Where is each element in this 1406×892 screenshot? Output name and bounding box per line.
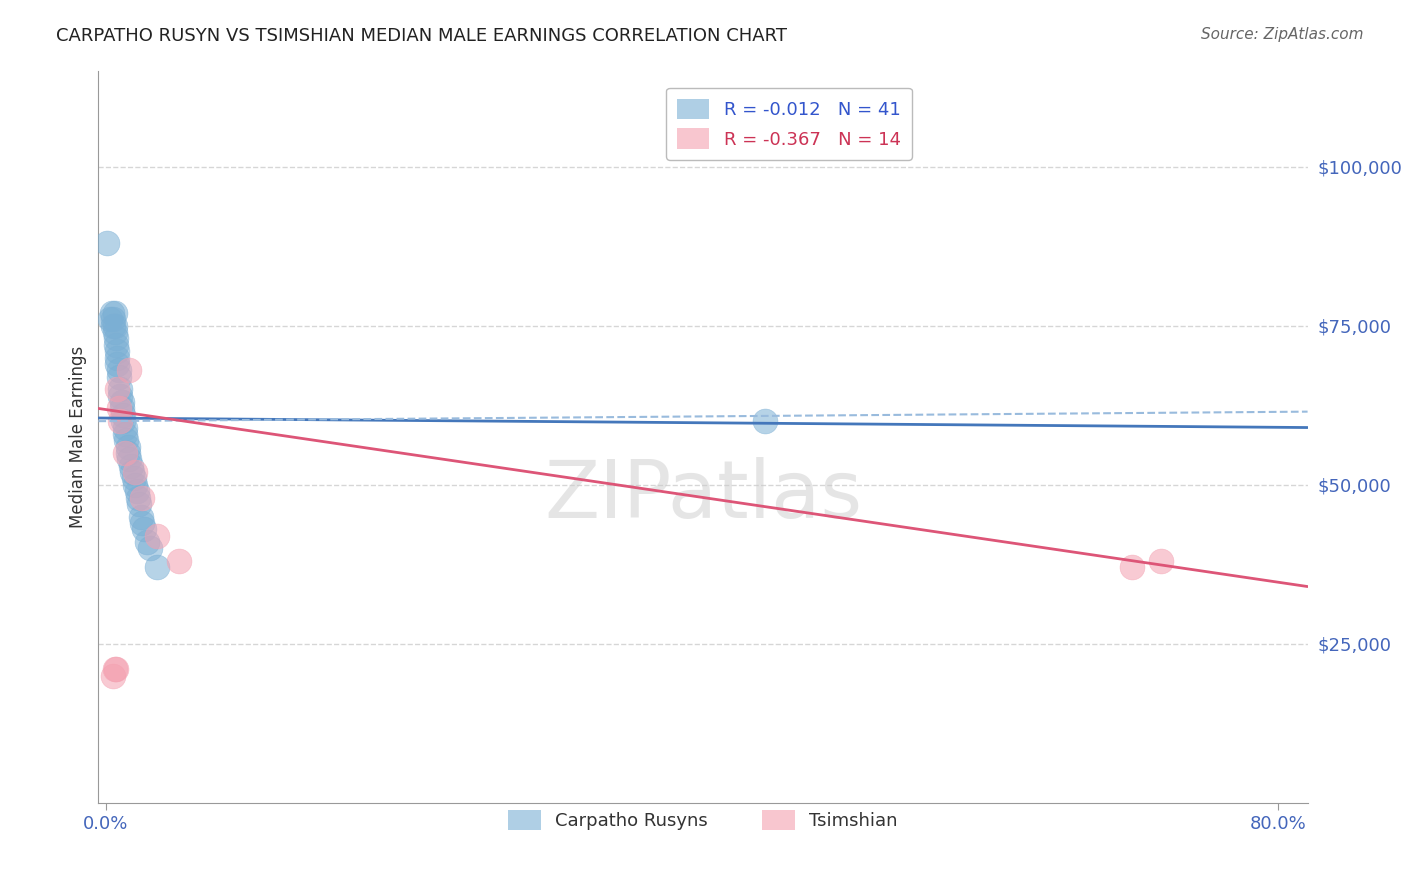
Point <box>107 351 129 365</box>
Point <box>112 414 135 428</box>
Point <box>146 560 169 574</box>
Point <box>1121 560 1143 574</box>
Point <box>120 458 142 473</box>
Point <box>754 414 776 428</box>
Point <box>115 434 138 448</box>
Point <box>146 529 169 543</box>
Point <box>103 318 125 333</box>
Point <box>129 509 152 524</box>
Text: CARPATHO RUSYN VS TSIMSHIAN MEDIAN MALE EARNINGS CORRELATION CHART: CARPATHO RUSYN VS TSIMSHIAN MEDIAN MALE … <box>56 27 787 45</box>
Point <box>98 312 121 326</box>
Point <box>107 344 129 359</box>
Point <box>167 554 190 568</box>
Point <box>118 452 141 467</box>
Point <box>122 471 145 485</box>
Point <box>138 541 160 556</box>
Point <box>131 516 153 530</box>
Point <box>110 383 132 397</box>
Point <box>111 395 134 409</box>
Text: ZIPatlas: ZIPatlas <box>544 457 862 534</box>
Point <box>108 369 131 384</box>
Point <box>114 446 136 460</box>
Point <box>117 440 139 454</box>
Point <box>108 401 131 416</box>
Point <box>101 668 124 682</box>
Y-axis label: Median Male Earnings: Median Male Earnings <box>69 346 87 528</box>
Point <box>107 357 129 371</box>
Point <box>124 465 146 479</box>
Point <box>127 491 149 505</box>
Point <box>108 363 131 377</box>
Point <box>105 662 128 676</box>
Point <box>135 535 157 549</box>
Point <box>96 236 118 251</box>
Point <box>114 426 136 441</box>
Point <box>105 331 128 345</box>
Point <box>114 420 136 434</box>
Point <box>110 389 132 403</box>
Legend: Carpatho Rusyns, Tsimshian: Carpatho Rusyns, Tsimshian <box>501 803 905 838</box>
Point <box>125 484 148 499</box>
Point <box>131 491 153 505</box>
Point <box>103 325 125 339</box>
Text: Source: ZipAtlas.com: Source: ZipAtlas.com <box>1201 27 1364 42</box>
Point <box>107 383 129 397</box>
Point <box>118 363 141 377</box>
Point <box>132 522 155 536</box>
Point <box>110 414 132 428</box>
Point <box>100 306 122 320</box>
Point <box>128 497 150 511</box>
Point <box>121 465 143 479</box>
Point <box>112 408 135 422</box>
Point <box>117 446 139 460</box>
Point <box>101 312 124 326</box>
Point <box>103 306 125 320</box>
Point <box>111 401 134 416</box>
Point <box>124 477 146 491</box>
Point <box>1150 554 1173 568</box>
Point <box>101 318 124 333</box>
Point <box>105 338 128 352</box>
Point <box>103 662 125 676</box>
